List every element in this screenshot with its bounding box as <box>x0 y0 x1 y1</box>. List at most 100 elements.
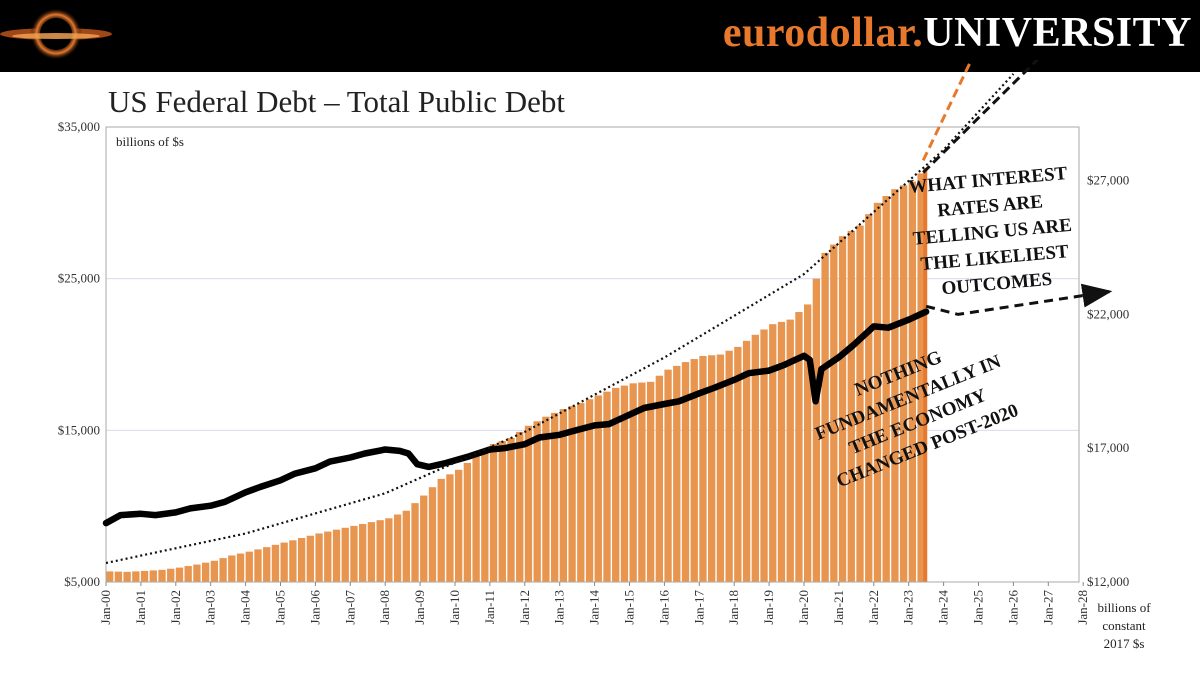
debt-bar <box>673 365 681 582</box>
debt-bar <box>838 236 847 582</box>
left-tick-label: $25,000 <box>58 271 100 286</box>
real-debt-line <box>102 308 930 527</box>
debt-bar <box>289 540 297 582</box>
debt-bar <box>638 382 646 582</box>
debt-bar <box>873 202 882 583</box>
annotation-line: OUTCOMES <box>941 269 1053 300</box>
debt-bar <box>559 409 568 582</box>
exponential-trend-line <box>106 73 1015 565</box>
left-tick-label: $15,000 <box>58 422 100 437</box>
debt-bar <box>646 381 655 582</box>
debt-bar <box>367 522 376 582</box>
x-tick-label: Jan-15 <box>622 590 637 625</box>
debt-bar <box>786 319 794 582</box>
debt-bar <box>734 346 742 582</box>
x-tick-label: Jan-20 <box>796 590 811 625</box>
debt-bar <box>856 225 864 583</box>
x-tick-label: Jan-12 <box>517 590 532 625</box>
debt-bar <box>271 544 280 582</box>
x-tick-label: Jan-17 <box>691 590 706 625</box>
debt-bar <box>708 355 716 582</box>
x-tick-label: Jan-05 <box>273 590 288 625</box>
debt-bar <box>891 189 899 582</box>
debt-bar <box>306 535 314 582</box>
debt-bar <box>568 406 576 582</box>
debt-bar <box>550 412 559 582</box>
debt-bar <box>463 462 472 582</box>
brand-wordmark-part1: eurodollar. <box>722 10 924 56</box>
debt-bar <box>481 450 489 582</box>
debt-bar <box>899 185 908 582</box>
debt-bar <box>917 173 925 582</box>
debt-bar <box>620 385 629 582</box>
debt-bar <box>428 487 437 582</box>
debt-bar <box>158 569 166 582</box>
x-tick-label: Jan-04 <box>238 590 253 625</box>
debt-bar <box>359 523 367 582</box>
black-projection-line <box>922 60 1040 174</box>
debt-bar <box>489 443 498 582</box>
debt-bar <box>777 321 786 582</box>
annotation-line: WHAT INTEREST <box>908 163 1069 198</box>
x-tick-label: Jan-00 <box>98 590 113 625</box>
debt-bar <box>524 425 533 582</box>
right-tick-label: $17,000 <box>1087 440 1129 455</box>
right-tick-label: $12,000 <box>1087 574 1129 589</box>
debt-bar <box>821 252 829 582</box>
x-tick-label: Jan-07 <box>342 590 357 625</box>
right-tick-label: $22,000 <box>1087 306 1129 321</box>
debt-bar <box>769 324 777 582</box>
brand-wordmark: eurodollar.UNIVERSITY <box>723 8 1192 58</box>
debt-bar <box>908 181 917 582</box>
chart-title: US Federal Debt – Total Public Debt <box>108 84 566 119</box>
debt-bar <box>420 495 428 582</box>
debt-bar <box>594 395 602 582</box>
debt-bar <box>603 391 611 582</box>
debt-bar <box>516 431 524 582</box>
orange-projection-line <box>921 60 974 162</box>
x-tick-label: Jan-16 <box>656 590 671 625</box>
debt-bar <box>812 278 821 582</box>
debt-bar <box>385 518 393 582</box>
x-tick-label: Jan-19 <box>761 590 776 625</box>
debt-bar <box>263 547 271 582</box>
debt-bar <box>612 387 620 582</box>
debt-bar <box>376 520 384 582</box>
x-tick-label: Jan-06 <box>307 590 322 625</box>
debt-bar <box>882 196 890 582</box>
left-tick-label: $5,000 <box>64 574 100 589</box>
debt-bar <box>280 542 288 582</box>
debt-bar <box>795 312 803 582</box>
black-hole-ring-icon <box>0 8 112 60</box>
x-tick-label: Jan-08 <box>377 590 392 625</box>
debt-bar <box>847 230 855 582</box>
debt-bar <box>716 354 725 582</box>
debt-bar <box>533 421 541 582</box>
debt-bar <box>245 551 253 582</box>
x-tick-label: Jan-18 <box>726 590 741 625</box>
x-tick-label: Jan-14 <box>587 590 602 625</box>
real-debt-projection-arrow <box>925 283 1113 316</box>
debt-bar <box>437 478 445 582</box>
x-tick-label: Jan-10 <box>447 590 462 625</box>
debt-bar <box>341 527 349 582</box>
x-tick-label: Jan-09 <box>412 590 427 625</box>
debt-bar <box>402 510 410 582</box>
debt-bar <box>472 456 480 582</box>
debt-bar <box>106 571 114 582</box>
debt-bar <box>297 538 306 582</box>
x-tick-label: Jan-25 <box>971 590 986 625</box>
x-tick-label: Jan-01 <box>133 590 148 625</box>
annotation-line: RATES ARE <box>936 191 1043 221</box>
debt-bar <box>114 571 123 582</box>
debt-bar <box>175 567 184 582</box>
debt-bar <box>751 334 759 582</box>
debt-bar <box>542 416 550 582</box>
debt-bar <box>193 564 201 582</box>
x-tick-label: Jan-26 <box>1005 590 1020 625</box>
debt-bar <box>699 356 707 582</box>
right-tick-label: $27,000 <box>1087 173 1129 188</box>
debt-bar <box>804 304 812 582</box>
